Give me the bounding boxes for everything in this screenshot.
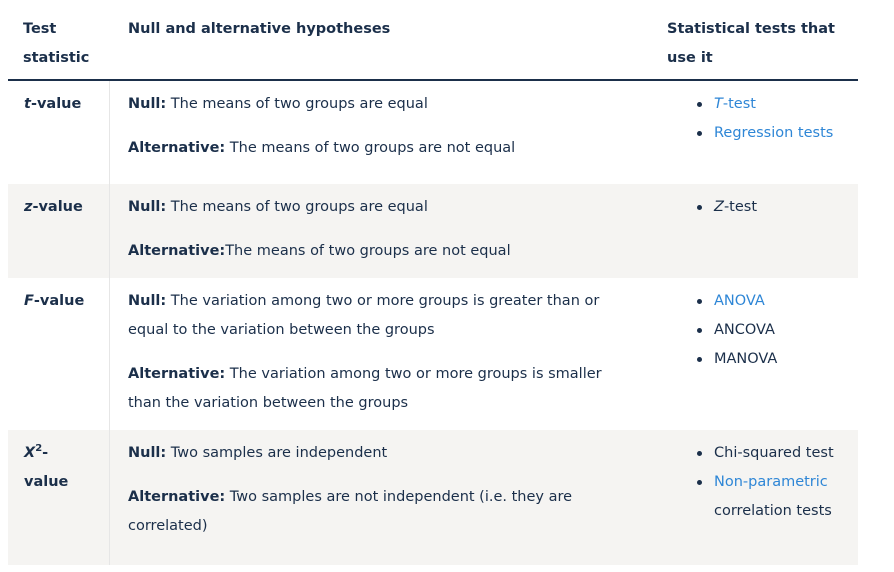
test-text: Non-parametric [714,474,828,490]
alt-text: The means of two groups are not equal [225,140,516,156]
test-link-t-test[interactable]: T-test [697,90,854,119]
stat-name: z-value [24,193,83,222]
header-col3-line1: Statistical tests that [667,21,835,37]
hypotheses-cell: Null: The variation among two or more gr… [128,287,638,418]
stat-superscript: 2 [35,443,43,455]
hypotheses-cell: Null: The means of two groups are equal … [128,193,638,266]
stat-symbol: X [24,445,36,461]
stat-suffix: -value [33,293,85,309]
stat-cell: t-value [8,81,110,184]
header-hypotheses: Null and alternative hypotheses [128,21,391,37]
null-label: Null: [128,445,167,461]
stat-cell: X2-value [8,430,110,565]
alternative-hypothesis: Alternative: Two samples are not indepen… [128,483,638,541]
alt-label: Alternative: [128,243,226,259]
test-text: ANOVA [714,293,765,309]
test-text: ANCOVA [714,322,775,338]
null-hypothesis: Null: The means of two groups are equal [128,90,638,119]
stat-suffix: -value [24,445,69,490]
null-text: The means of two groups are equal [166,96,428,112]
hypotheses-cell: Null: The means of two groups are equal … [128,90,638,163]
alt-text: The variation among two or more groups i… [128,366,602,411]
table-row-chi-squared-value: X2-value Null: Two samples are independe… [8,430,858,565]
alternative-hypothesis: Alternative:The means of two groups are … [128,237,638,266]
stat-symbol: t [24,96,31,112]
test-text: -test [723,199,758,215]
test-item-manova: MANOVA [697,345,854,374]
test-text: Chi-squared test [714,445,834,461]
alt-text: The means of two groups are not equal [225,243,511,259]
header-col1-line1: Test [23,21,57,37]
tests-list: Chi-squared test Non-parametric correlati… [697,439,854,526]
null-hypothesis: Null: Two samples are independent [128,439,638,468]
alt-label: Alternative: [128,489,226,505]
stat-suffix: -value [32,199,83,215]
null-text: The means of two groups are equal [166,199,428,215]
test-italic: Z [714,199,724,215]
test-link-regression-tests[interactable]: Regression tests [697,119,854,148]
stat-name: F-value [24,287,84,316]
alternative-hypothesis: Alternative: The variation among two or … [128,360,638,418]
alternative-hypothesis: Alternative: The means of two groups are… [128,134,638,163]
test-text: MANOVA [714,351,778,367]
tests-list: T-test Regression tests [697,90,854,148]
alt-text: Two samples are not independent (i.e. th… [128,489,573,534]
table-header: Test statistic Null and alternative hypo… [8,12,858,81]
header-col1-line2: statistic [23,50,90,66]
null-label: Null: [128,293,167,309]
alt-label: Alternative: [128,140,226,156]
table-row-f-value: F-value Null: The variation among two or… [8,278,858,430]
stat-suffix: -value [30,96,82,112]
stat-cell: z-value [8,184,110,278]
table-row-t-value: t-value Null: The means of two groups ar… [8,81,858,184]
table-row-z-value: z-value Null: The means of two groups ar… [8,184,858,278]
tests-list: ANOVA ANCOVA MANOVA [697,287,854,374]
null-label: Null: [128,96,167,112]
test-item-z-test: Z-test [697,193,854,222]
test-item-ancova: ANCOVA [697,316,854,345]
hypotheses-cell: Null: Two samples are independent Altern… [128,439,638,541]
header-col3-line2: use it [667,50,713,66]
stat-symbol: z [24,199,33,215]
stat-name: t-value [24,90,81,119]
stat-cell: F-value [8,278,110,430]
test-link-anova[interactable]: ANOVA [697,287,854,316]
test-text: Regression tests [714,125,834,141]
tests-list: Z-test [697,193,854,222]
null-hypothesis: Null: The means of two groups are equal [128,193,638,222]
null-hypothesis: Null: The variation among two or more gr… [128,287,638,345]
null-label: Null: [128,199,167,215]
alt-label: Alternative: [128,366,226,382]
test-item-chi-squared: Chi-squared test [697,439,854,468]
stat-name: X2-value [24,439,84,497]
test-italic: T [714,96,723,112]
header-statistical-tests: Statistical tests that use it [667,15,835,73]
stat-symbol: F [24,293,34,309]
test-text: -test [722,96,756,112]
header-test-statistic: Test statistic [23,15,89,73]
test-link-non-parametric-correlation[interactable]: Non-parametric correlation tests [697,468,854,526]
null-text: The variation among two or more groups i… [128,293,600,338]
test-text-continued: correlation tests [714,503,832,519]
null-text: Two samples are independent [166,445,388,461]
